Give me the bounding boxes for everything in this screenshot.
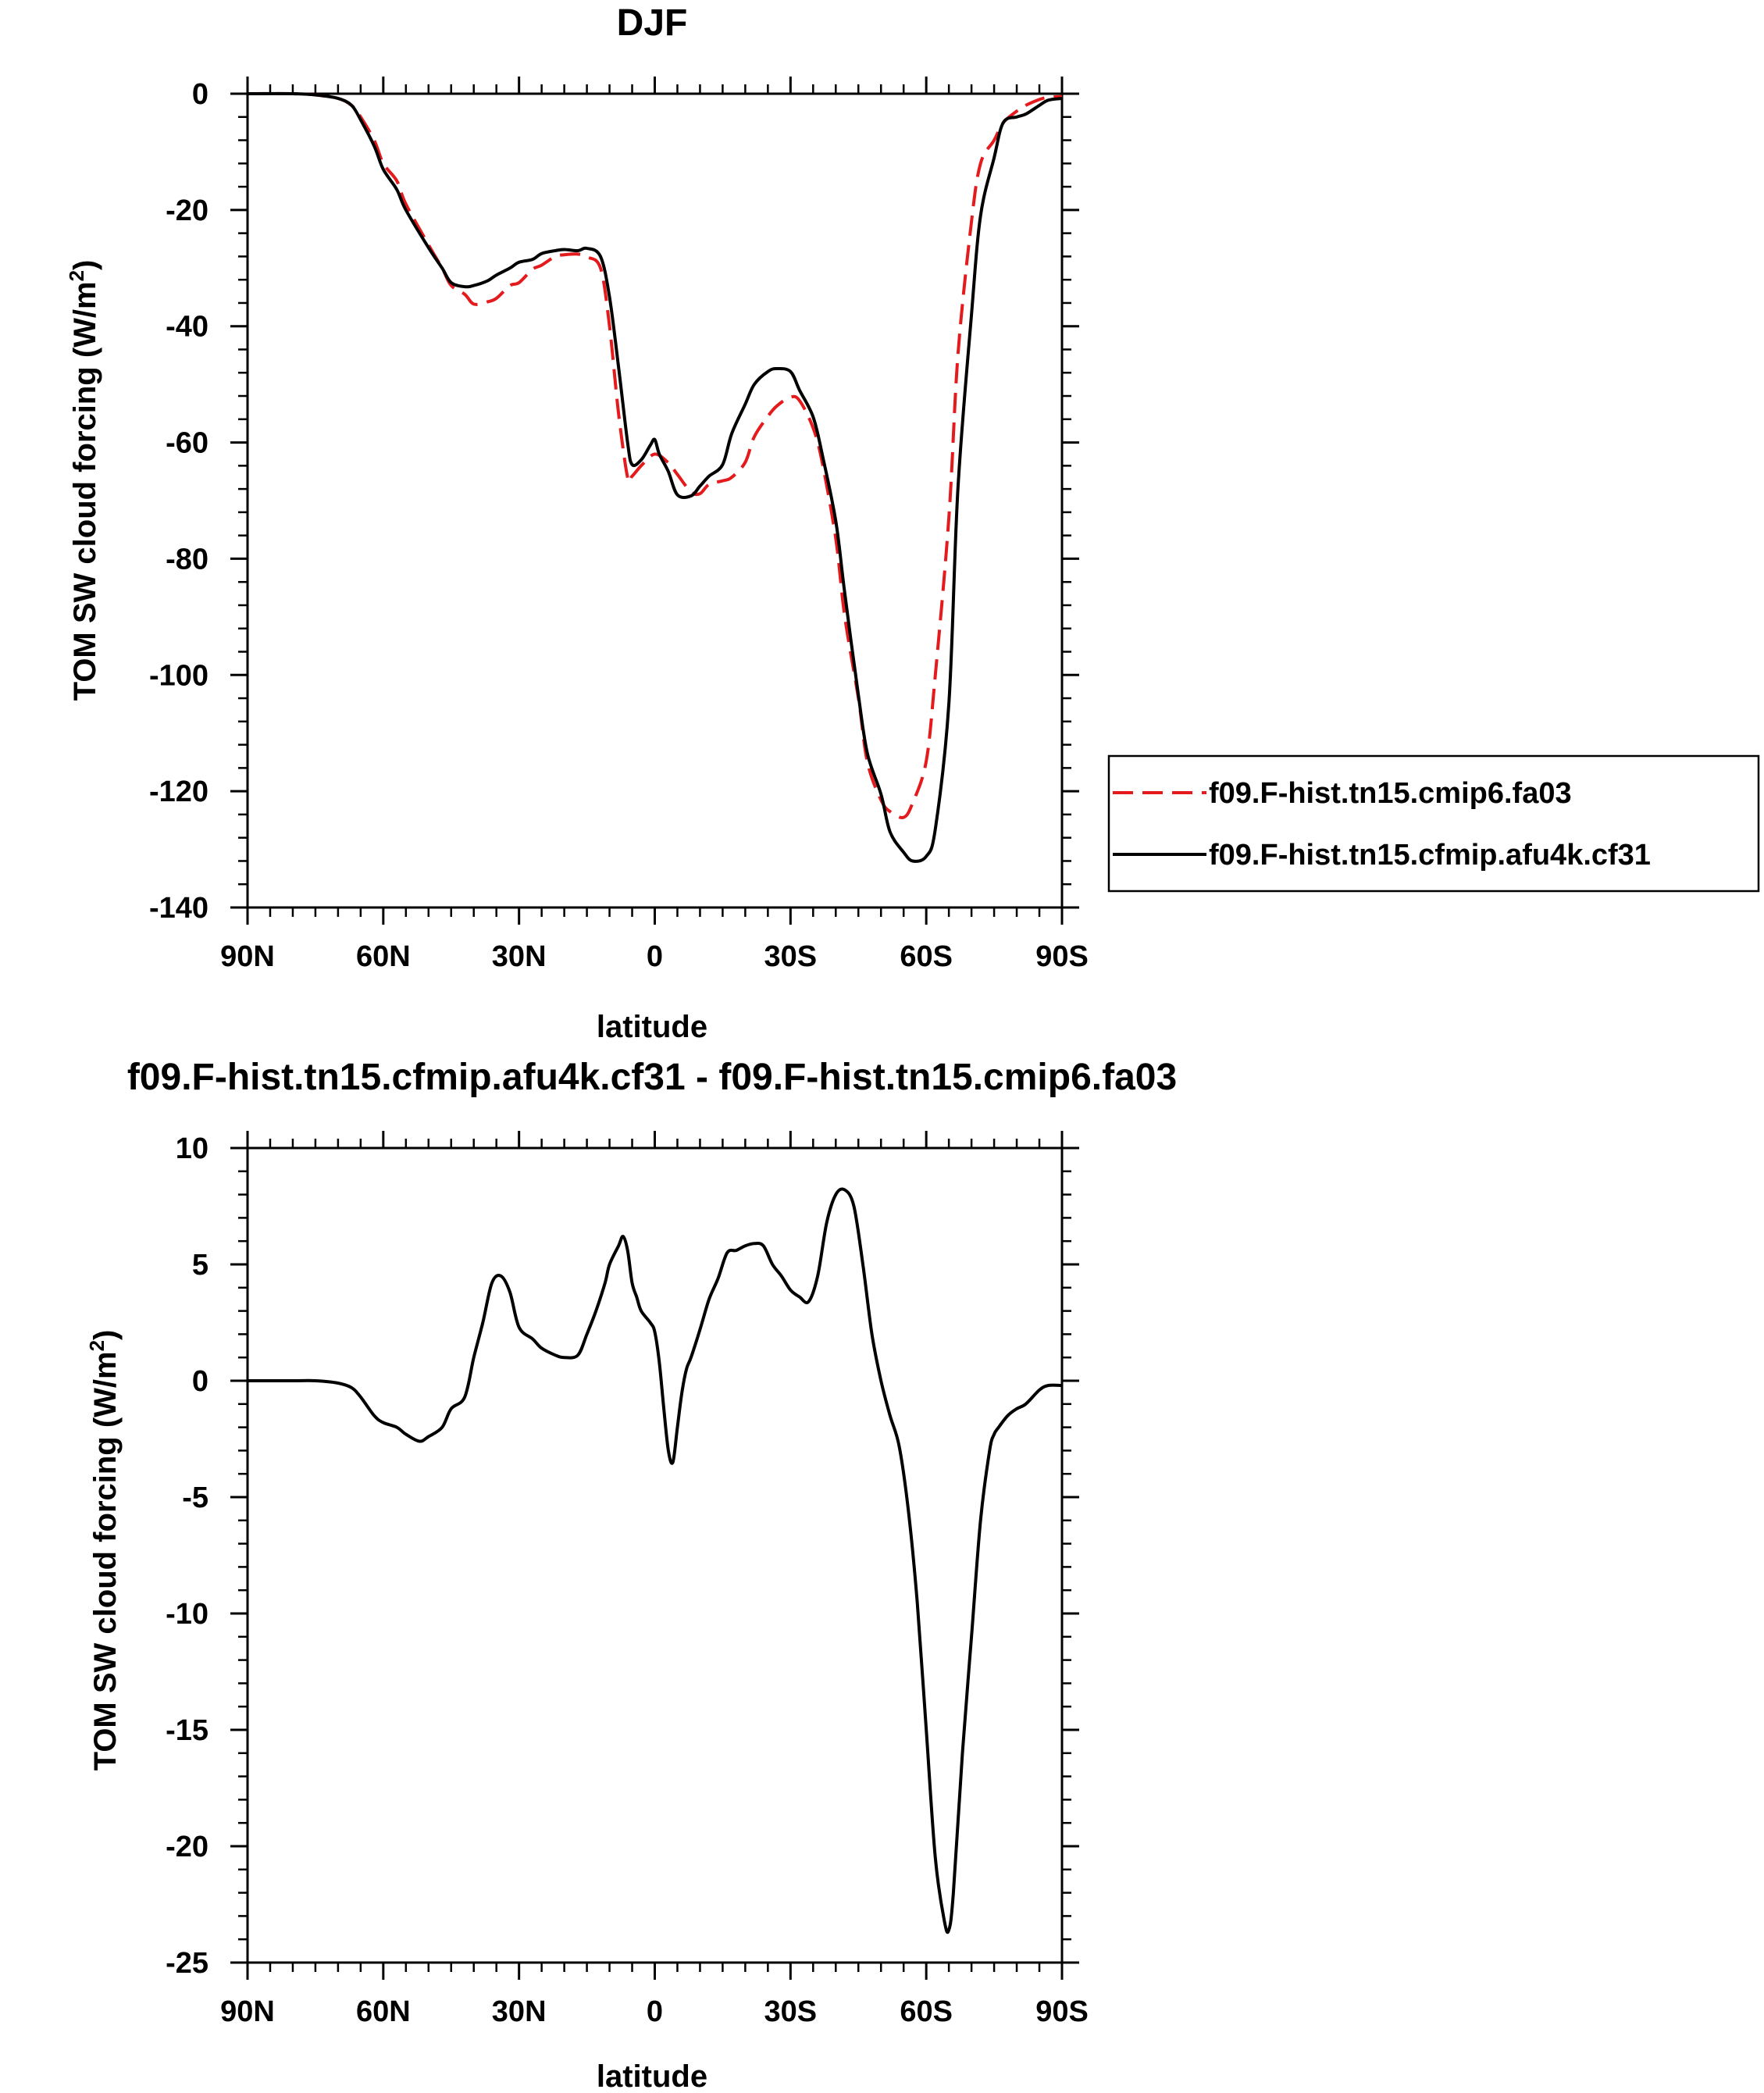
y-tick-label: -5 — [182, 1482, 208, 1514]
legend-label-cmip6: f09.F-hist.tn15.cmip6.fa03 — [1209, 777, 1572, 810]
x-tick-label: 60S — [900, 1995, 953, 2028]
y-tick-label: 0 — [192, 1365, 208, 1398]
legend-box — [1107, 754, 1760, 893]
x-tick-label: 90N — [220, 940, 275, 973]
series-line-0-1 — [247, 91, 1063, 863]
x-tick-label: 30N — [492, 940, 547, 973]
x-tick-label: 90N — [220, 1995, 275, 2028]
legend-label-cfmip: f09.F-hist.tn15.cfmip.afu4k.cf31 — [1209, 839, 1651, 872]
svg-text:TOM SW cloud forcing (W/m2): TOM SW cloud forcing (W/m2) — [65, 260, 102, 701]
top-y-axis-label: TOM SW cloud forcing (W/m2) — [65, 260, 102, 701]
x-tick-label: 60N — [356, 1995, 411, 2028]
bottom-x-axis-label: latitude — [597, 2059, 707, 2093]
bottom-y-axis-label: TOM SW cloud forcing (W/m2) — [85, 1330, 123, 1771]
y-tick-label: -20 — [166, 1831, 208, 1863]
top-legend: f09.F-hist.tn15.cmip6.fa03 f09.F-hist.tn… — [1107, 754, 1760, 893]
x-tick-label: 0 — [647, 1995, 663, 2028]
y-tick-label: -25 — [166, 1947, 208, 1980]
y-tick-label: -10 — [166, 1598, 208, 1631]
x-tick-label: 60S — [900, 940, 953, 973]
y-tick-label: 10 — [176, 1132, 208, 1165]
series-line-0-0 — [247, 91, 1063, 819]
y-tick-label: -60 — [166, 427, 208, 460]
y-tick-label: -80 — [166, 543, 208, 576]
top-panel: DJF TOM SW cloud forcing (W/m2) latitude… — [65, 2, 1760, 1044]
bottom-panel: f09.F-hist.tn15.cfmip.afu4k.cf31 - f09.F… — [85, 1057, 1177, 2093]
y-tick-label: 0 — [192, 78, 208, 111]
y-tick-label: -140 — [149, 892, 208, 925]
x-tick-label: 30S — [764, 940, 818, 973]
top-chart-title: DJF — [617, 2, 688, 44]
x-tick-label: 90S — [1035, 940, 1089, 973]
x-tick-label: 90S — [1035, 1995, 1089, 2028]
series-line-1-0 — [248, 1187, 1063, 1934]
y-tick-label: -15 — [166, 1714, 208, 1747]
y-tick-label: -120 — [149, 776, 208, 808]
x-tick-label: 30S — [764, 1995, 818, 2028]
y-tick-label: 5 — [192, 1249, 208, 1282]
x-tick-label: 30N — [492, 1995, 547, 2028]
y-tick-label: -40 — [166, 311, 208, 344]
y-tick-label: -20 — [166, 194, 208, 227]
x-tick-label: 0 — [647, 940, 663, 973]
bottom-chart-title: f09.F-hist.tn15.cfmip.afu4k.cf31 - f09.F… — [127, 1057, 1177, 1098]
y-tick-label: -100 — [149, 659, 208, 692]
x-tick-label: 60N — [356, 940, 411, 973]
top-x-axis-label: latitude — [597, 1010, 707, 1044]
svg-text:TOM SW cloud forcing (W/m2): TOM SW cloud forcing (W/m2) — [85, 1330, 123, 1771]
plot-frame — [246, 1146, 1064, 1964]
